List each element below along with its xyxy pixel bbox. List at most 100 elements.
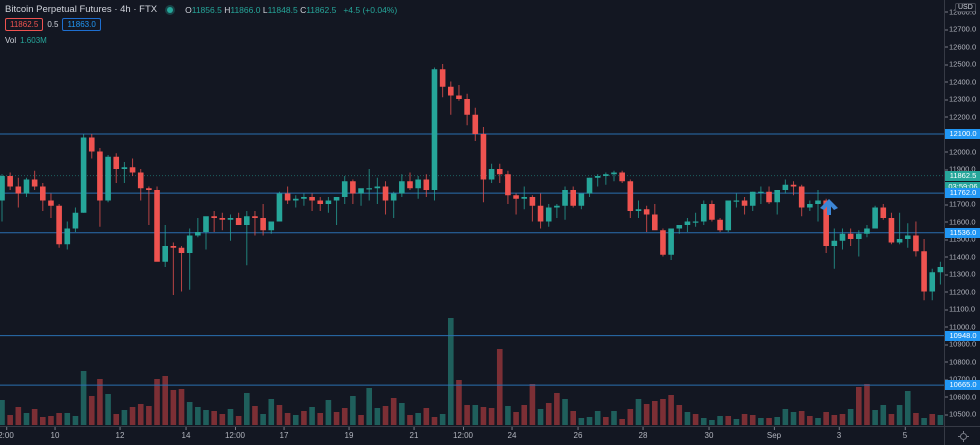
candle-body[interactable]: [521, 197, 528, 199]
candle-body[interactable]: [456, 95, 462, 100]
candle-body[interactable]: [717, 219, 723, 231]
candle-body[interactable]: [439, 69, 446, 87]
buy-button[interactable]: 11863.0: [62, 18, 101, 31]
candle-body[interactable]: [448, 86, 454, 96]
candle-body[interactable]: [635, 209, 642, 211]
candle-body[interactable]: [31, 179, 38, 187]
candle-body[interactable]: [178, 247, 185, 253]
candle-body[interactable]: [113, 156, 120, 169]
candle-body[interactable]: [888, 218, 895, 243]
candle-body[interactable]: [847, 233, 854, 239]
candle-body[interactable]: [276, 193, 283, 222]
candle-body[interactable]: [252, 216, 258, 218]
candle-body[interactable]: [725, 200, 732, 231]
sell-button[interactable]: 11862.5: [5, 18, 44, 31]
candle-body[interactable]: [741, 200, 748, 206]
candle-body[interactable]: [317, 200, 324, 205]
candle-body[interactable]: [807, 204, 813, 208]
candle-body[interactable]: [668, 228, 674, 255]
candle-body[interactable]: [121, 167, 128, 169]
candle-body[interactable]: [415, 179, 421, 189]
candle-body[interactable]: [211, 216, 217, 218]
candle-body[interactable]: [325, 200, 332, 205]
candle-body[interactable]: [896, 239, 903, 243]
candle-body[interactable]: [782, 184, 789, 190]
candle-body[interactable]: [341, 181, 348, 197]
candle-body[interactable]: [619, 172, 625, 182]
candle-body[interactable]: [227, 218, 234, 220]
candle-body[interactable]: [333, 197, 340, 201]
candle-body[interactable]: [235, 218, 242, 225]
candle-body[interactable]: [864, 228, 870, 234]
candle-body[interactable]: [513, 195, 519, 199]
candle-body[interactable]: [15, 186, 22, 194]
candle-body[interactable]: [154, 190, 160, 262]
candle-body[interactable]: [219, 218, 226, 220]
candle-body[interactable]: [913, 235, 919, 252]
candle-body[interactable]: [137, 172, 144, 189]
candle-body[interactable]: [660, 230, 666, 255]
candle-body[interactable]: [48, 200, 54, 206]
candle-body[interactable]: [374, 186, 381, 189]
candle-body[interactable]: [529, 197, 536, 206]
candle-body[interactable]: [88, 137, 95, 152]
candle-body[interactable]: [186, 235, 193, 254]
candle-body[interactable]: [627, 181, 634, 211]
candle-body[interactable]: [880, 207, 887, 219]
candle-body[interactable]: [823, 200, 829, 247]
candle-body[interactable]: [40, 186, 46, 201]
candle-body[interactable]: [407, 181, 413, 189]
chart-settings-button[interactable]: [944, 426, 980, 445]
time-axis[interactable]: 2:00 10 12 14 12:00 17 19 21 12:00 24 26 28 30 Sep 3 5: [0, 426, 944, 445]
candle-body[interactable]: [758, 191, 764, 193]
candle-body[interactable]: [937, 267, 944, 273]
candle-body[interactable]: [23, 179, 30, 194]
candle-body[interactable]: [766, 191, 772, 203]
candle-body[interactable]: [260, 218, 266, 231]
candle-body[interactable]: [195, 232, 201, 236]
candle-body[interactable]: [480, 134, 487, 180]
candle-body[interactable]: [162, 246, 168, 262]
candle-body[interactable]: [652, 214, 658, 231]
candle-body[interactable]: [7, 176, 13, 187]
candle-body[interactable]: [749, 191, 756, 206]
candle-body[interactable]: [562, 190, 568, 206]
candle-body[interactable]: [505, 174, 511, 196]
candle-body[interactable]: [0, 176, 5, 201]
arrow-up-icon[interactable]: [818, 198, 840, 216]
candle-body[interactable]: [554, 205, 560, 208]
candle-body[interactable]: [545, 207, 552, 222]
candle-body[interactable]: [831, 240, 838, 246]
chart-pane[interactable]: Bitcoin Perpetual Futures · 4h · FTX O11…: [0, 0, 944, 426]
candle-body[interactable]: [856, 233, 862, 239]
candle-body[interactable]: [611, 172, 617, 175]
candle-body[interactable]: [72, 212, 79, 229]
symbol-title[interactable]: Bitcoin Perpetual Futures · 4h · FTX: [5, 4, 158, 15]
candlestick-plot[interactable]: [0, 0, 944, 426]
candle-body[interactable]: [570, 190, 576, 206]
candle-body[interactable]: [709, 204, 715, 220]
candle-body[interactable]: [284, 193, 291, 201]
candle-body[interactable]: [774, 190, 780, 203]
candle-body[interactable]: [733, 200, 740, 202]
candle-body[interactable]: [594, 176, 601, 178]
candle-body[interactable]: [292, 198, 299, 201]
candle-body[interactable]: [268, 221, 275, 231]
candle-body[interactable]: [684, 221, 691, 226]
candle-body[interactable]: [578, 193, 585, 206]
currency-label[interactable]: USD: [955, 3, 976, 12]
price-axis[interactable]: 12800.012700.012600.012500.012400.012300…: [944, 0, 980, 426]
candle-body[interactable]: [203, 216, 209, 232]
candle-body[interactable]: [350, 181, 356, 194]
candle-body[interactable]: [815, 200, 821, 205]
candle-body[interactable]: [80, 137, 87, 213]
candle-body[interactable]: [676, 225, 683, 229]
candle-body[interactable]: [586, 177, 593, 194]
candle-body[interactable]: [472, 114, 479, 134]
candle-body[interactable]: [97, 151, 103, 201]
candle-body[interactable]: [146, 188, 152, 190]
candle-body[interactable]: [929, 272, 936, 292]
candle-body[interactable]: [537, 205, 544, 222]
candle-body[interactable]: [301, 197, 307, 199]
candle-body[interactable]: [390, 193, 397, 201]
